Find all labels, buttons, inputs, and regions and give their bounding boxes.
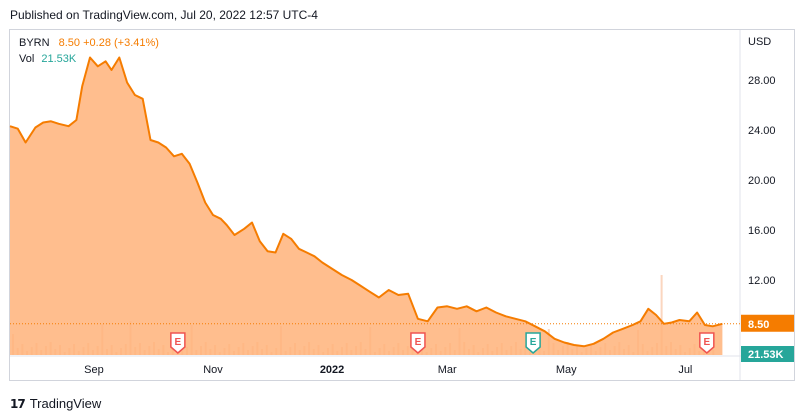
y-tick-label: 16.00 xyxy=(748,225,776,237)
volume-badge xyxy=(741,346,794,362)
tradingview-brand: TradingView xyxy=(29,396,102,411)
tradingview-footer[interactable]: 17 TradingView xyxy=(10,396,101,411)
x-tick-label: 2022 xyxy=(320,364,344,376)
legend-price: 8.50 xyxy=(58,37,81,49)
earnings-marker-label: E xyxy=(175,337,182,348)
earnings-marker-label: E xyxy=(703,337,710,348)
x-tick-label: Jul xyxy=(678,364,692,376)
x-tick-label: Mar xyxy=(438,364,457,376)
legend-symbol[interactable]: BYRN xyxy=(19,37,50,49)
earnings-marker xyxy=(525,332,541,354)
legend-change: +0.28 (+3.41%) xyxy=(83,37,159,49)
currency-label: USD xyxy=(748,36,771,48)
volume-bar xyxy=(660,275,663,355)
last-price-badge xyxy=(741,314,794,332)
published-caption: Published on TradingView.com, Jul 20, 20… xyxy=(10,8,318,22)
y-tick-label: 20.00 xyxy=(748,175,776,187)
earnings-marker-label: E xyxy=(530,337,537,348)
legend-volume-label: Vol xyxy=(19,53,35,65)
y-tick-label: 12.00 xyxy=(748,275,776,287)
price-area xyxy=(10,57,723,355)
tradingview-logo-icon: 17 xyxy=(10,396,26,411)
x-tick-label: Sep xyxy=(84,364,104,376)
earnings-marker xyxy=(699,332,715,354)
y-tick-label: 24.00 xyxy=(748,125,776,137)
earnings-marker xyxy=(410,332,426,354)
chart-frame[interactable] xyxy=(9,29,795,381)
y-tick-label: 28.00 xyxy=(748,75,776,87)
legend-volume-value: 21.53K xyxy=(41,53,77,65)
last-volume-value: 21.53K xyxy=(748,349,784,361)
price-line xyxy=(9,56,723,348)
x-tick-label: May xyxy=(556,364,577,376)
chart-legend: BYRN 8.50 +0.28 (+3.41%) Vol 21.53K xyxy=(19,35,159,67)
earnings-marker-label: E xyxy=(415,337,422,348)
x-tick-label: Nov xyxy=(203,364,223,376)
last-price-value: 8.50 xyxy=(748,319,769,331)
earnings-marker xyxy=(170,332,186,354)
